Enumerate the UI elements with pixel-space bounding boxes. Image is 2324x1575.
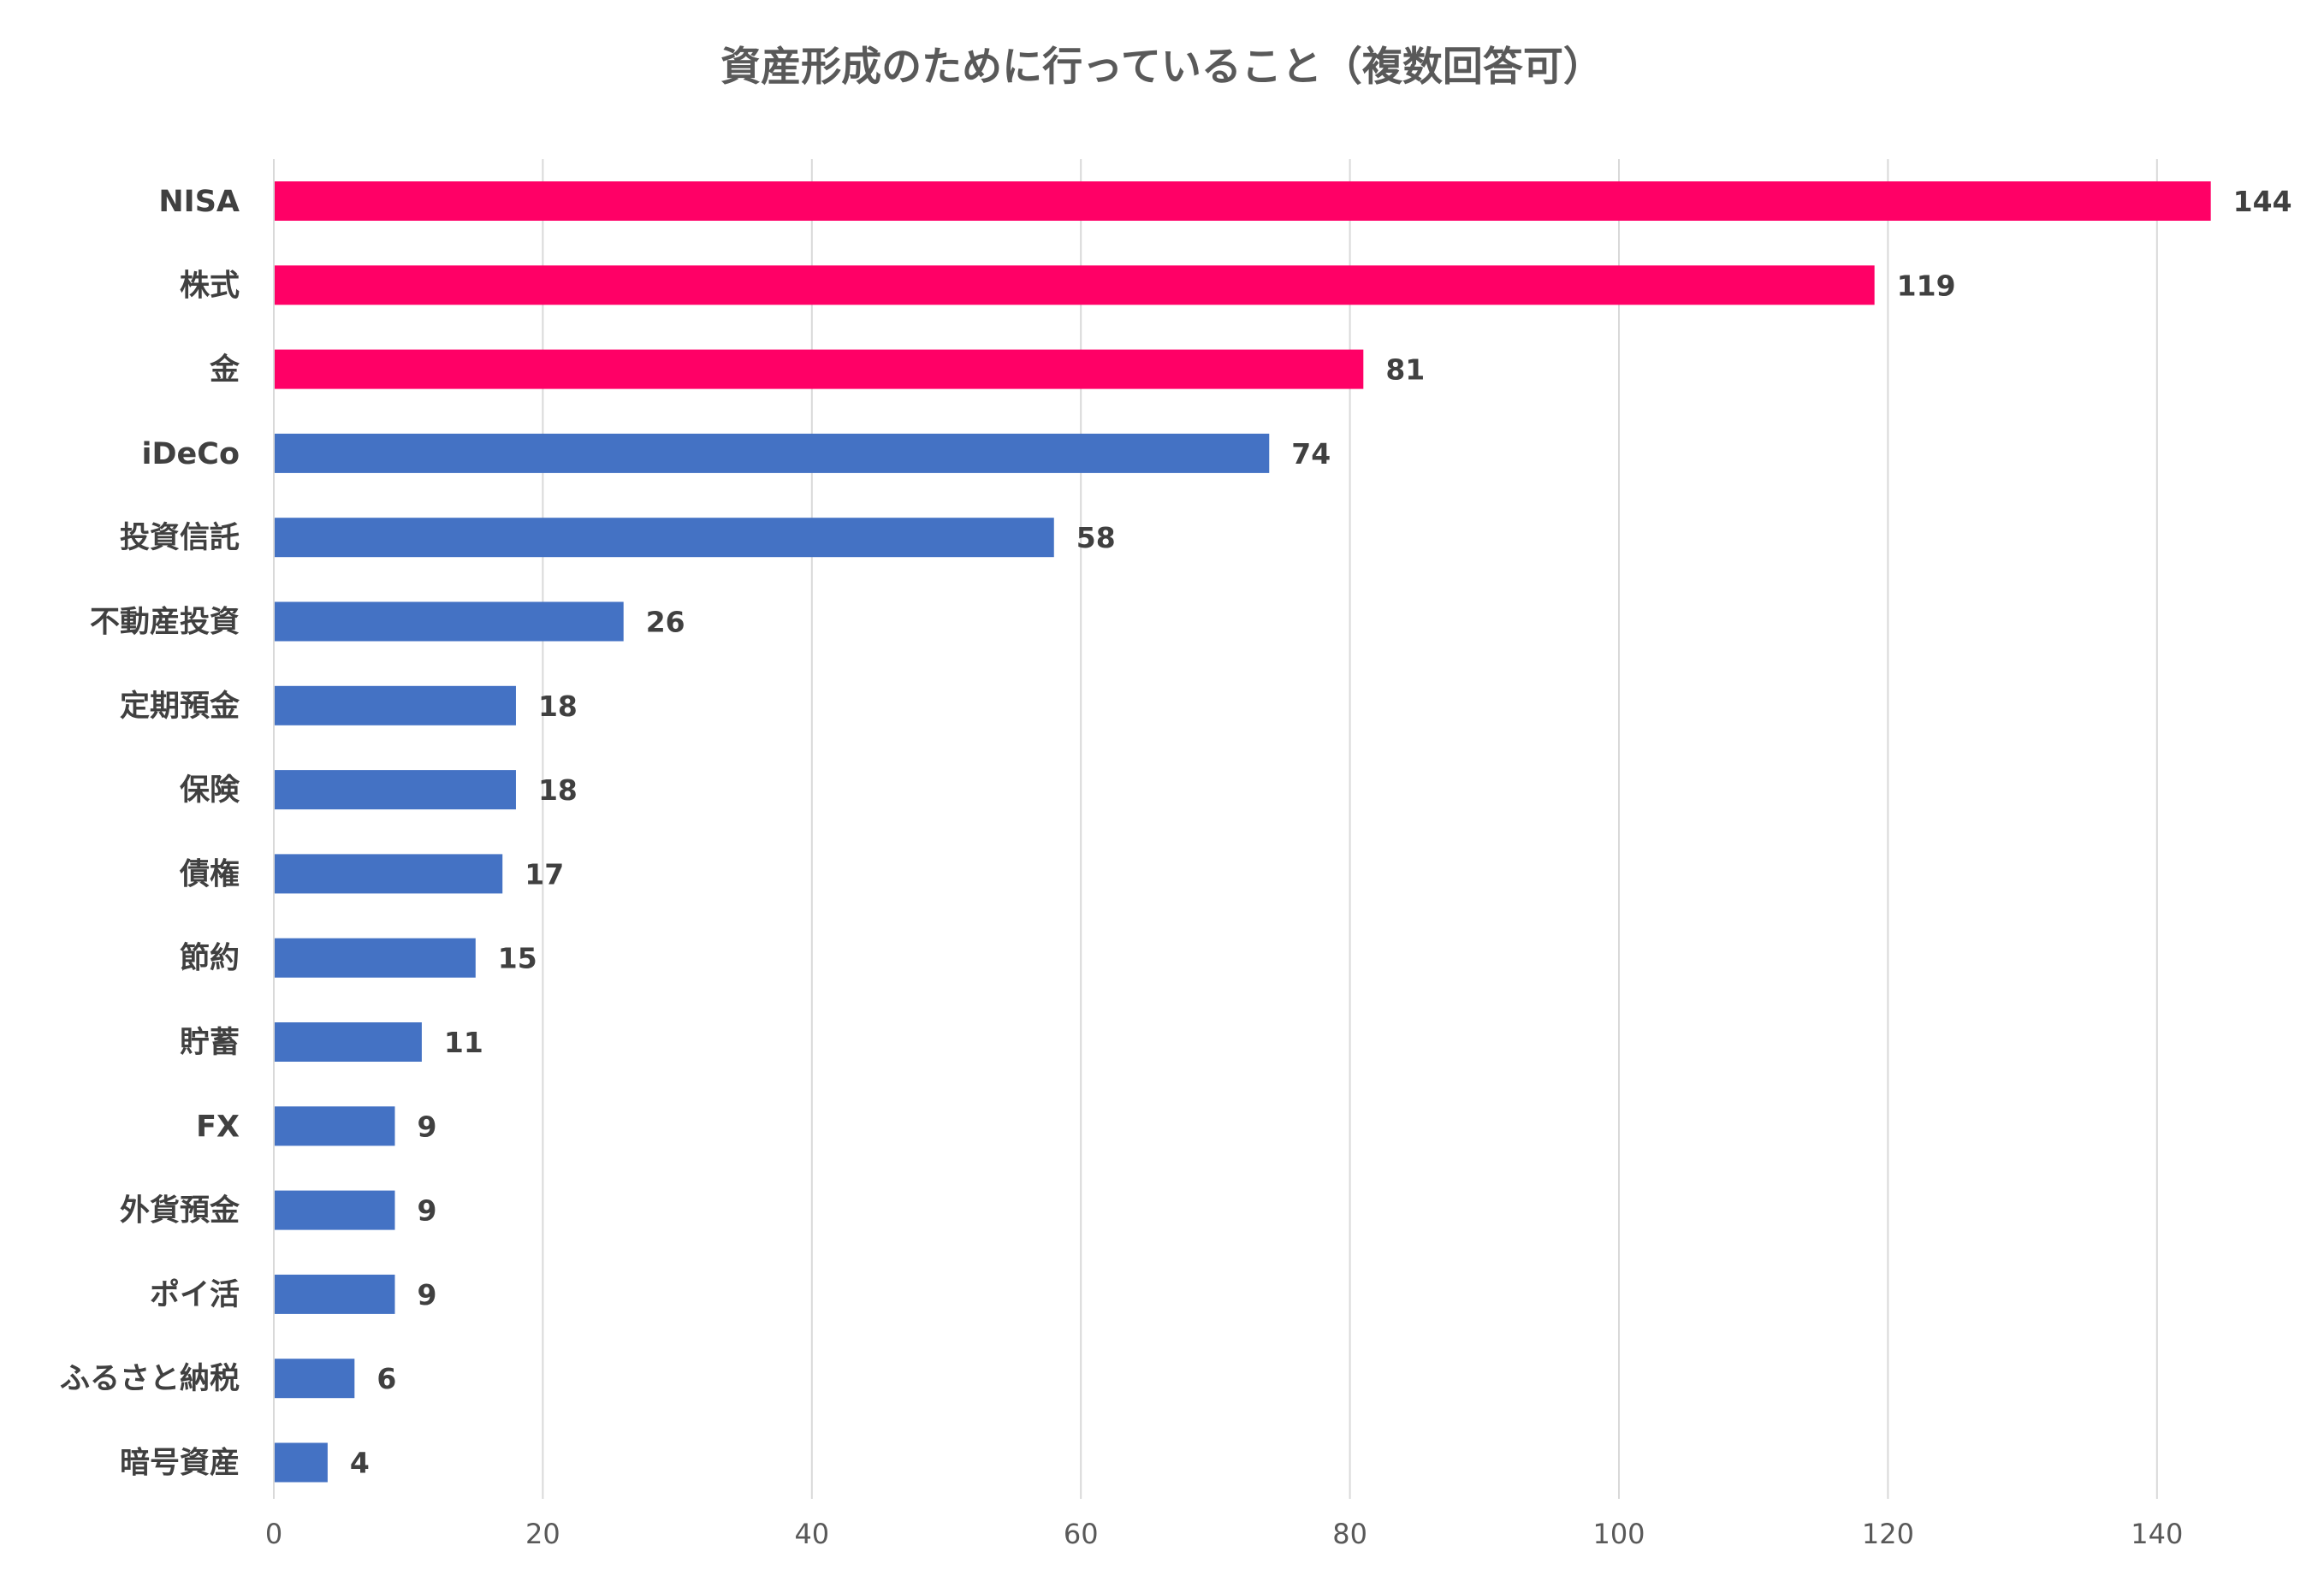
- category-label: 節約: [180, 942, 240, 976]
- bar: [275, 854, 503, 894]
- category-label: 金: [209, 352, 240, 388]
- bars: [275, 181, 2211, 1483]
- bar: [275, 1359, 355, 1399]
- bar: [275, 181, 2211, 221]
- category-label: ふるさと納税: [60, 1362, 240, 1396]
- value-label: 15: [498, 942, 537, 975]
- bar: [275, 938, 476, 978]
- bar: [275, 1106, 395, 1146]
- category-label: 定期預金: [120, 689, 240, 724]
- chart-title: 資産形成のために行っていること（複数回答可）: [720, 44, 1604, 91]
- value-label: 6: [376, 1362, 396, 1395]
- value-label: 74: [1291, 437, 1331, 471]
- category-label: 不動産投資: [90, 606, 240, 640]
- category-label: 暗号資産: [120, 1447, 240, 1481]
- category-label: ポイ活: [150, 1277, 240, 1312]
- bar: [275, 685, 516, 725]
- x-tick-label: 0: [265, 1518, 282, 1550]
- bar: [275, 433, 1270, 473]
- bar: [275, 349, 1364, 389]
- value-label: 119: [1897, 269, 1956, 302]
- bar: [275, 1442, 328, 1483]
- value-label: 9: [417, 1194, 436, 1228]
- category-label: 債権: [179, 857, 240, 891]
- category-label: 株式: [180, 269, 240, 303]
- value-label: 4: [350, 1447, 370, 1480]
- category-label: 外貨預金: [120, 1193, 240, 1229]
- x-tick-label: 40: [794, 1518, 829, 1550]
- x-tick-label: 120: [1862, 1518, 1914, 1550]
- bar: [275, 265, 1875, 305]
- value-label: 18: [538, 690, 578, 723]
- value-label: 9: [417, 1110, 436, 1143]
- x-tick-label: 80: [1332, 1518, 1367, 1550]
- x-tick-label: 100: [1592, 1518, 1645, 1550]
- category-label: FX: [196, 1110, 240, 1144]
- value-label: 58: [1076, 521, 1116, 554]
- category-label: 投資信託: [120, 521, 240, 555]
- bar: [275, 1190, 395, 1230]
- value-label: 18: [538, 773, 578, 807]
- x-tick-label: 60: [1064, 1518, 1099, 1550]
- bar: [275, 1274, 395, 1314]
- value-label: 26: [646, 606, 685, 639]
- value-label: 144: [2233, 185, 2292, 218]
- bar: [275, 770, 516, 810]
- x-tick-label: 20: [525, 1518, 560, 1550]
- category-label: iDeCo: [141, 437, 240, 471]
- bar: [275, 601, 624, 642]
- bar: [275, 1022, 422, 1062]
- x-axis-ticks: 0 20 40 60 80 100 120 140: [265, 1518, 2184, 1550]
- category-label: NISA: [158, 185, 240, 219]
- value-label: 11: [444, 1026, 483, 1059]
- bar: [275, 518, 1054, 558]
- value-label: 81: [1385, 353, 1425, 387]
- value-label: 9: [417, 1278, 436, 1312]
- value-label: 17: [525, 857, 564, 891]
- category-label: 貯蓄: [180, 1026, 240, 1060]
- category-label: 保険: [180, 773, 240, 808]
- x-tick-label: 140: [2131, 1518, 2183, 1550]
